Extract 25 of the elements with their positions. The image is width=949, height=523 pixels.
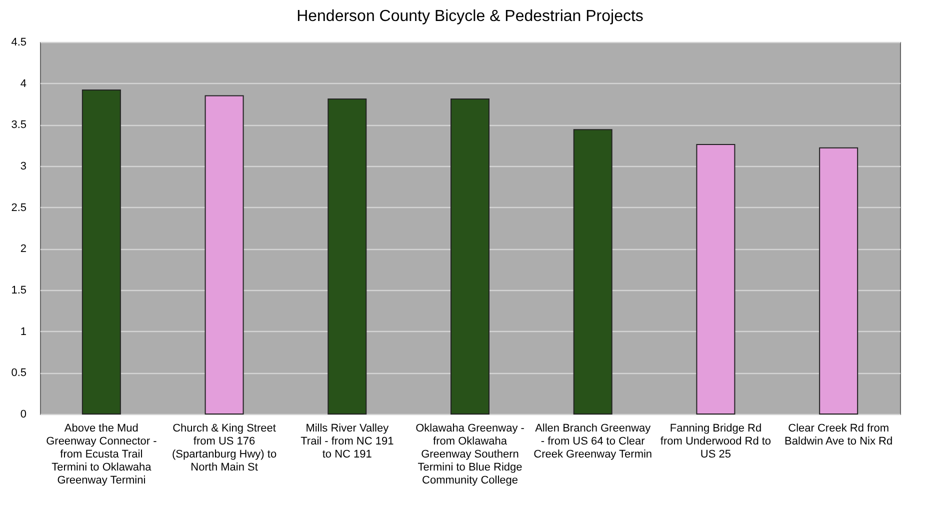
y-tick-label: 1.5: [11, 284, 26, 296]
y-tick-label: 0.5: [11, 367, 26, 380]
bar: [819, 147, 858, 414]
bar: [450, 98, 490, 414]
x-tick-label: Church & King Street from US 176 (Spartanburg Hwy) to North Main St: [172, 422, 277, 474]
bar: [82, 89, 121, 414]
x-tick-label: Above the Mud Greenway Connector - from Ecusta Trail Termini to Oklawaha Greenway Termini: [46, 422, 158, 486]
x-tick-label: Oklawaha Greenway - from Oklawaha Greenway Southern Termini to Blue Ridge Community College: [416, 422, 525, 486]
x-tick-label: Fanning Bridge Rd from Underwood Rd to US 25: [660, 422, 772, 460]
bar: [328, 98, 367, 414]
y-tick-label: 4: [20, 78, 26, 90]
bar: [204, 95, 244, 414]
x-tick-label: Allen Branch Greenway - from US 64 to Clear Creek Greenway Termin: [534, 422, 652, 460]
y-tick-label: 2.5: [11, 202, 26, 214]
bar: [696, 144, 736, 414]
x-tick-label: Clear Creek Rd from Baldwin Ave to Nix Rd: [784, 422, 893, 448]
x-tick-label: Mills River Valley Trail - from NC 191 to NC 191: [300, 422, 394, 460]
y-tick-label: 1: [20, 326, 26, 338]
y-tick-label: 3.5: [11, 119, 26, 132]
y-tick-label: 0: [20, 408, 26, 420]
bar: [573, 129, 612, 414]
y-tick-label: 4.5: [11, 36, 26, 48]
y-tick-label: 3: [20, 160, 26, 172]
y-tick-label: 2: [20, 243, 26, 256]
chart-title: Henderson County Bicycle & Pedestrian Projects: [296, 8, 644, 25]
